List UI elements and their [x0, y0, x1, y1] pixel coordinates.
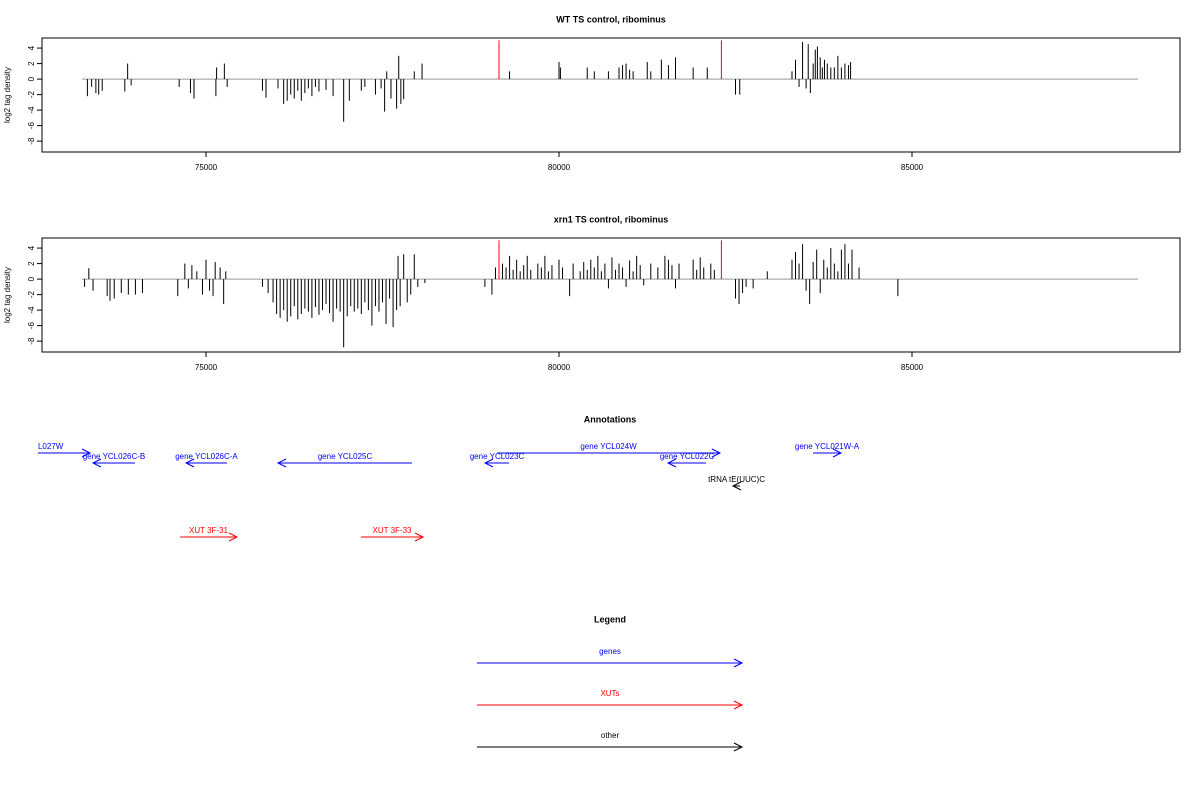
x-tick-label: 80000 [548, 163, 571, 172]
y-tick-label: 2 [27, 261, 36, 266]
y-tick-label: 2 [27, 61, 36, 66]
arrow-head [483, 458, 494, 468]
annotation-label: gene YCL024W [580, 442, 637, 451]
x-tick-label: 75000 [195, 163, 218, 172]
x-tick-label: 75000 [195, 363, 218, 372]
y-tick-label: -6 [27, 322, 36, 330]
arrow-head [666, 458, 677, 468]
y-tick-label: 4 [27, 45, 36, 50]
arrow-head [414, 532, 425, 542]
annotation-label: gene YCL021W-A [795, 442, 860, 451]
annotation-label: gene YCL026C-B [83, 452, 146, 461]
annotation-label: gene YCL022C [660, 452, 715, 461]
y-tick-label: 0 [27, 76, 36, 81]
chart-title: xrn1 TS control, ribominus [554, 214, 669, 224]
legend-label: genes [599, 647, 621, 656]
x-tick-label: 85000 [901, 163, 924, 172]
x-tick-label: 80000 [548, 363, 571, 372]
annotation-label: gene YCL026C-A [175, 452, 238, 461]
chart-title: WT TS control, ribominus [556, 14, 666, 24]
annotation-label: gene YCL025C [318, 452, 373, 461]
y-tick-label: -8 [27, 137, 36, 145]
arrow-head [91, 458, 102, 468]
plot-frame [41, 37, 1181, 153]
annotation-label: gene YCL023C [470, 452, 525, 461]
y-axis-label: log2 tag density [3, 267, 12, 323]
annotations-title: Annotations [584, 414, 637, 424]
legend-label: XUTs [600, 689, 619, 698]
legend-title: Legend [594, 614, 626, 624]
arrow-head [184, 458, 195, 468]
y-tick-label: -4 [27, 306, 36, 314]
arrow-head [731, 481, 742, 491]
arrow-head [832, 448, 843, 458]
annotation-label: XUT 3F-31 [189, 526, 229, 535]
arrow-head [733, 700, 744, 710]
y-tick-label: 4 [27, 245, 36, 250]
annotation-label: XUT 3F-33 [373, 526, 413, 535]
arrow-head [733, 742, 744, 752]
annotation-label: tRNA tE(UUC)C [708, 475, 765, 484]
y-tick-label: -8 [27, 337, 36, 345]
arrow-head [81, 448, 92, 458]
legend-label: other [601, 731, 620, 740]
annotation-label: L027W [38, 442, 64, 451]
arrow-head [711, 448, 722, 458]
x-tick-label: 85000 [901, 363, 924, 372]
y-axis-label: log2 tag density [3, 67, 12, 123]
y-tick-label: -2 [27, 291, 36, 299]
arrow-head [733, 658, 744, 668]
arrow-head [228, 532, 239, 542]
y-tick-label: -2 [27, 91, 36, 99]
y-tick-label: -4 [27, 106, 36, 114]
y-tick-label: -6 [27, 122, 36, 130]
y-tick-label: 0 [27, 276, 36, 281]
arrow-head [276, 458, 287, 468]
